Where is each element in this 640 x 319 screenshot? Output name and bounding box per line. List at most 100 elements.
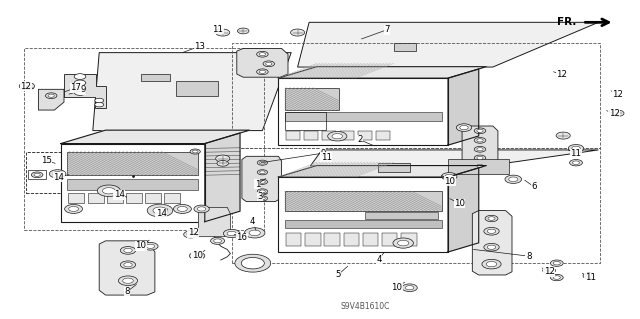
- Text: 17: 17: [70, 83, 81, 92]
- Circle shape: [485, 215, 498, 222]
- Text: S9V4B1610C: S9V4B1610C: [340, 302, 390, 311]
- Text: 7: 7: [385, 25, 390, 34]
- Circle shape: [189, 252, 205, 260]
- Circle shape: [509, 177, 518, 182]
- Bar: [394, 43, 416, 51]
- Bar: [145, 193, 161, 203]
- Circle shape: [445, 174, 454, 179]
- Circle shape: [572, 146, 580, 151]
- Bar: [26, 152, 96, 193]
- Circle shape: [241, 257, 264, 269]
- Circle shape: [97, 185, 120, 197]
- Text: 13: 13: [194, 42, 205, 51]
- Text: 14: 14: [53, 173, 65, 182]
- Circle shape: [120, 247, 136, 254]
- Circle shape: [244, 228, 265, 238]
- Bar: [448, 159, 509, 174]
- Text: 14: 14: [113, 190, 125, 199]
- Bar: [340, 131, 354, 140]
- Circle shape: [486, 262, 497, 267]
- Text: 10: 10: [444, 177, 456, 186]
- Bar: [232, 43, 600, 148]
- Polygon shape: [237, 48, 288, 77]
- Circle shape: [474, 137, 486, 143]
- Bar: [344, 233, 359, 246]
- Circle shape: [95, 98, 104, 103]
- Circle shape: [74, 90, 86, 95]
- Bar: [324, 233, 340, 246]
- Polygon shape: [61, 130, 250, 144]
- Circle shape: [405, 286, 414, 290]
- Text: 12: 12: [188, 228, 199, 237]
- Text: 12: 12: [612, 90, 623, 99]
- Bar: [358, 131, 372, 140]
- Circle shape: [257, 160, 268, 165]
- Text: 11: 11: [321, 153, 332, 162]
- Circle shape: [216, 29, 230, 36]
- Polygon shape: [198, 207, 230, 237]
- Bar: [285, 191, 442, 211]
- Circle shape: [173, 204, 191, 213]
- Bar: [141, 74, 170, 81]
- Circle shape: [460, 125, 468, 130]
- Bar: [382, 233, 397, 246]
- Circle shape: [68, 206, 79, 211]
- Circle shape: [484, 243, 499, 251]
- Circle shape: [124, 248, 132, 253]
- Text: 10: 10: [391, 283, 403, 292]
- Circle shape: [456, 124, 472, 131]
- Bar: [67, 179, 198, 190]
- Bar: [286, 131, 300, 140]
- Circle shape: [193, 150, 198, 153]
- Bar: [278, 78, 448, 145]
- Text: 9: 9: [321, 149, 326, 158]
- Circle shape: [257, 179, 268, 184]
- Circle shape: [197, 207, 206, 211]
- Polygon shape: [298, 22, 598, 67]
- Bar: [365, 212, 438, 219]
- Bar: [24, 48, 264, 230]
- Circle shape: [570, 160, 582, 166]
- Bar: [28, 170, 46, 179]
- Circle shape: [257, 69, 268, 75]
- Circle shape: [573, 161, 580, 165]
- Circle shape: [31, 172, 43, 178]
- Text: 12: 12: [556, 70, 568, 79]
- Circle shape: [484, 227, 499, 235]
- Polygon shape: [462, 126, 498, 169]
- Polygon shape: [38, 89, 64, 110]
- Circle shape: [194, 205, 209, 213]
- Circle shape: [223, 229, 240, 238]
- Text: 8: 8: [526, 252, 531, 261]
- Bar: [278, 177, 448, 252]
- Polygon shape: [64, 74, 106, 108]
- Circle shape: [74, 80, 86, 86]
- Bar: [304, 131, 318, 140]
- Circle shape: [487, 245, 496, 249]
- Text: 11: 11: [584, 273, 596, 282]
- Circle shape: [477, 156, 483, 160]
- Text: 6: 6: [531, 182, 536, 191]
- Polygon shape: [472, 211, 512, 275]
- Circle shape: [123, 278, 133, 283]
- Circle shape: [193, 254, 202, 258]
- Text: 12: 12: [609, 109, 620, 118]
- Text: 4: 4: [376, 255, 381, 263]
- Polygon shape: [99, 241, 155, 295]
- Circle shape: [190, 149, 200, 154]
- Text: 1: 1: [255, 180, 260, 189]
- Polygon shape: [278, 67, 486, 78]
- Circle shape: [257, 189, 268, 194]
- Circle shape: [556, 132, 570, 139]
- Circle shape: [147, 204, 173, 217]
- Text: 3: 3: [257, 192, 262, 201]
- Circle shape: [553, 276, 561, 279]
- Circle shape: [477, 139, 483, 142]
- Bar: [363, 233, 378, 246]
- Circle shape: [74, 74, 86, 79]
- Bar: [61, 144, 205, 222]
- Circle shape: [53, 172, 62, 176]
- Text: 10: 10: [191, 251, 203, 260]
- Bar: [322, 131, 336, 140]
- Circle shape: [102, 188, 115, 194]
